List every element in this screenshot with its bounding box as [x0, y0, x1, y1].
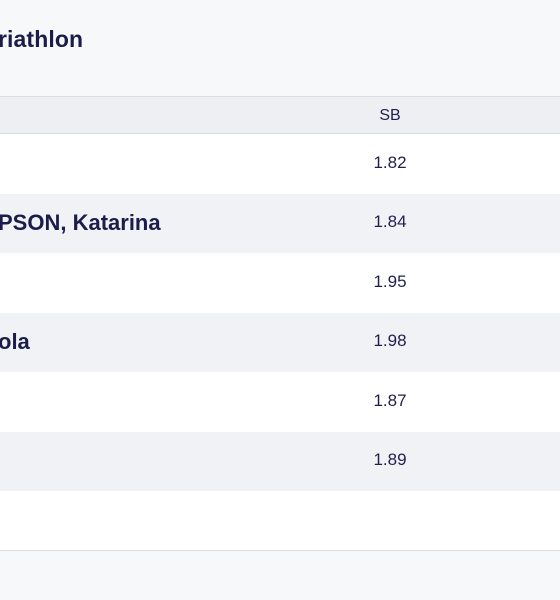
table-row[interactable]: ola 1.98 — [0, 312, 560, 372]
table-row[interactable]: PSON, Katarina 1.84 — [0, 193, 560, 253]
sb-value: 1.89 — [373, 450, 407, 470]
table-row[interactable]: 1.95 — [0, 253, 560, 313]
sb-value: 1.82 — [373, 152, 407, 172]
table-footer-spacer — [0, 491, 560, 551]
table-row[interactable]: 1.87 — [0, 372, 560, 432]
athlete-name[interactable]: PSON, Katarina — [0, 210, 161, 236]
athlete-name[interactable]: ola — [0, 329, 30, 355]
sb-value: 1.95 — [373, 271, 407, 291]
table-row[interactable]: 1.82 — [0, 134, 560, 194]
sb-value: 1.98 — [373, 331, 407, 351]
sb-value: 1.87 — [373, 390, 407, 410]
sb-value: 1.84 — [373, 212, 407, 232]
table-row[interactable]: 1.89 — [0, 431, 560, 491]
results-table: SB 1.82 PSON, Katarina 1.84 1.95 ola 1.9… — [0, 96, 560, 551]
page-title: riathlon — [0, 26, 84, 52]
column-header-sb[interactable]: SB — [379, 107, 401, 124]
table-header: SB — [0, 96, 560, 134]
